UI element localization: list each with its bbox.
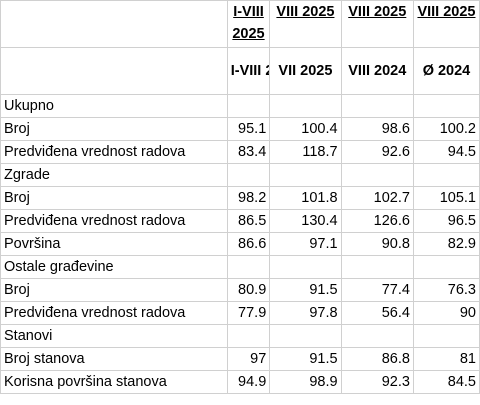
value-cell[interactable]: 90.8 [340,232,414,256]
table-body: Ukupno Broj 95.1 100.4 98.6 100.2 Predviđena v… [0,94,480,394]
value-cell[interactable]: 118.7 [269,140,342,164]
value-cell[interactable] [412,324,480,348]
row-label-cell[interactable]: Predviđena vrednost radova [0,209,228,233]
value-cell[interactable]: 94.5 [412,140,480,164]
value-cell[interactable] [340,255,414,279]
header-col1-bottom[interactable]: I-VIII 2024 [226,47,271,95]
value-cell[interactable] [412,255,480,279]
value-cell[interactable]: 98.9 [269,370,342,394]
row-label-cell[interactable]: Predviđena vrednost radova [0,140,228,164]
header-corner-cell[interactable] [0,0,228,48]
value-cell[interactable] [269,163,342,187]
table-row: Predviđena vrednost radova 83.4 118.7 92.6 9… [0,140,480,164]
header-corner-cell-2[interactable] [0,47,228,95]
header-col3-top[interactable]: VIII 2025 [340,0,414,48]
table-row: Broj 80.9 91.5 77.4 76.3 [0,278,480,302]
header-col3-bottom[interactable]: VIII 2024 [340,47,414,95]
value-cell[interactable] [269,255,342,279]
value-cell[interactable]: 98.6 [340,117,414,141]
value-cell[interactable]: 92.6 [340,140,414,164]
value-cell[interactable] [269,94,342,118]
section-label-cell[interactable]: Ostale građevine [0,255,228,279]
value-cell[interactable]: 95.1 [226,117,271,141]
header-col2-top[interactable]: VIII 2025 [269,0,342,48]
value-cell[interactable]: 97.8 [269,301,342,325]
row-label-cell[interactable]: Korisna površina stanova [0,370,228,394]
value-cell[interactable]: 86.5 [226,209,271,233]
value-cell[interactable]: 100.4 [269,117,342,141]
value-cell[interactable]: 96.5 [412,209,480,233]
header-col4-top[interactable]: VIII 2025 [412,0,480,48]
value-cell[interactable] [226,163,271,187]
value-cell[interactable]: 76.3 [412,278,480,302]
value-cell[interactable]: 102.7 [340,186,414,210]
section-label-cell[interactable]: Ukupno [0,94,228,118]
header-col4-bottom[interactable]: Ø 2024 [412,47,480,95]
table-row: Broj stanova 97 91.5 86.8 81 [0,347,480,371]
value-cell[interactable]: 77.4 [340,278,414,302]
value-cell[interactable]: 84.5 [412,370,480,394]
value-cell[interactable]: 98.2 [226,186,271,210]
table-row: Broj 98.2 101.8 102.7 105.1 [0,186,480,210]
section-row: Stanovi [0,324,480,348]
value-cell[interactable]: 82.9 [412,232,480,256]
value-cell[interactable]: 91.5 [269,278,342,302]
value-cell[interactable] [226,94,271,118]
table-row: Predviđena vrednost radova 77.9 97.8 56.4 90 [0,301,480,325]
row-label-cell[interactable]: Površina [0,232,228,256]
value-cell[interactable] [340,163,414,187]
value-cell[interactable]: 94.9 [226,370,271,394]
header-row-2: I-VIII 2024 VII 2025 VIII 2024 Ø 2024 [0,47,480,95]
value-cell[interactable]: 105.1 [412,186,480,210]
value-cell[interactable]: 101.8 [269,186,342,210]
header-col1-top[interactable]: I-VIII 2025 [226,0,271,48]
header-row-1: I-VIII 2025 VIII 2025 VIII 2025 VIII 202… [0,0,480,48]
value-cell[interactable]: 91.5 [269,347,342,371]
table-row: Broj 95.1 100.4 98.6 100.2 [0,117,480,141]
value-cell[interactable]: 80.9 [226,278,271,302]
value-cell[interactable]: 97 [226,347,271,371]
row-label-cell[interactable]: Predviđena vrednost radova [0,301,228,325]
value-cell[interactable]: 77.9 [226,301,271,325]
value-cell[interactable] [226,255,271,279]
table-row: Površina 86.6 97.1 90.8 82.9 [0,232,480,256]
value-cell[interactable]: 56.4 [340,301,414,325]
value-cell[interactable]: 83.4 [226,140,271,164]
value-cell[interactable] [412,163,480,187]
value-cell[interactable]: 90 [412,301,480,325]
value-cell[interactable] [226,324,271,348]
section-label-cell[interactable]: Zgrade [0,163,228,187]
value-cell[interactable]: 86.6 [226,232,271,256]
section-row: Zgrade [0,163,480,187]
value-cell[interactable]: 92.3 [340,370,414,394]
value-cell[interactable] [412,94,480,118]
value-cell[interactable] [340,94,414,118]
value-cell[interactable]: 86.8 [340,347,414,371]
value-cell[interactable]: 100.2 [412,117,480,141]
data-table: I-VIII 2025 VIII 2025 VIII 2025 VIII 202… [0,0,480,394]
value-cell[interactable]: 130.4 [269,209,342,233]
value-cell[interactable]: 81 [412,347,480,371]
section-label-cell[interactable]: Stanovi [0,324,228,348]
section-row: Ostale građevine [0,255,480,279]
table-row: Korisna površina stanova 94.9 98.9 92.3 84.5 [0,370,480,394]
value-cell[interactable]: 126.6 [340,209,414,233]
row-label-cell[interactable]: Broj [0,117,228,141]
header-col2-bottom[interactable]: VII 2025 [269,47,342,95]
row-label-cell[interactable]: Broj [0,186,228,210]
row-label-cell[interactable]: Broj stanova [0,347,228,371]
row-label-cell[interactable]: Broj [0,278,228,302]
table-row: Predviđena vrednost radova 86.5 130.4 126.6… [0,209,480,233]
section-row: Ukupno [0,94,480,118]
value-cell[interactable] [340,324,414,348]
value-cell[interactable]: 97.1 [269,232,342,256]
value-cell[interactable] [269,324,342,348]
